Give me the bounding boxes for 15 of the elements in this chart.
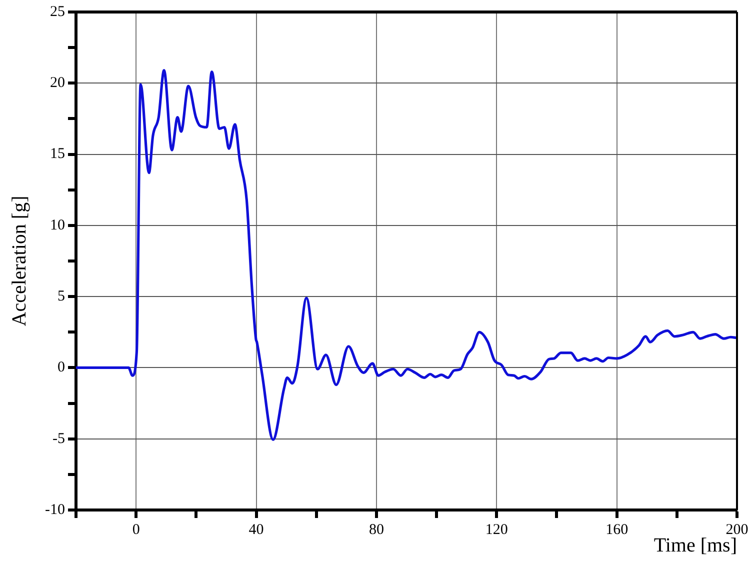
y-tick-label: 25 <box>50 4 65 20</box>
x-tick-label: 0 <box>132 522 140 538</box>
y-tick-label: 20 <box>50 75 65 92</box>
y-tick-label: 5 <box>57 288 65 305</box>
x-tick-label: 160 <box>606 522 628 538</box>
y-tick-label: -10 <box>44 502 65 518</box>
x-tick-label: 40 <box>248 522 264 538</box>
y-tick-label: 15 <box>50 146 65 162</box>
y-axis-title: Acceleration [g] <box>8 196 30 326</box>
line-series <box>76 69 737 441</box>
y-tick-label: -5 <box>52 430 65 447</box>
x-tick-label: 80 <box>368 522 384 538</box>
y-tick-label: 10 <box>50 217 65 234</box>
y-tick-label: 0 <box>57 360 65 376</box>
x-tick-label: 120 <box>485 522 508 538</box>
